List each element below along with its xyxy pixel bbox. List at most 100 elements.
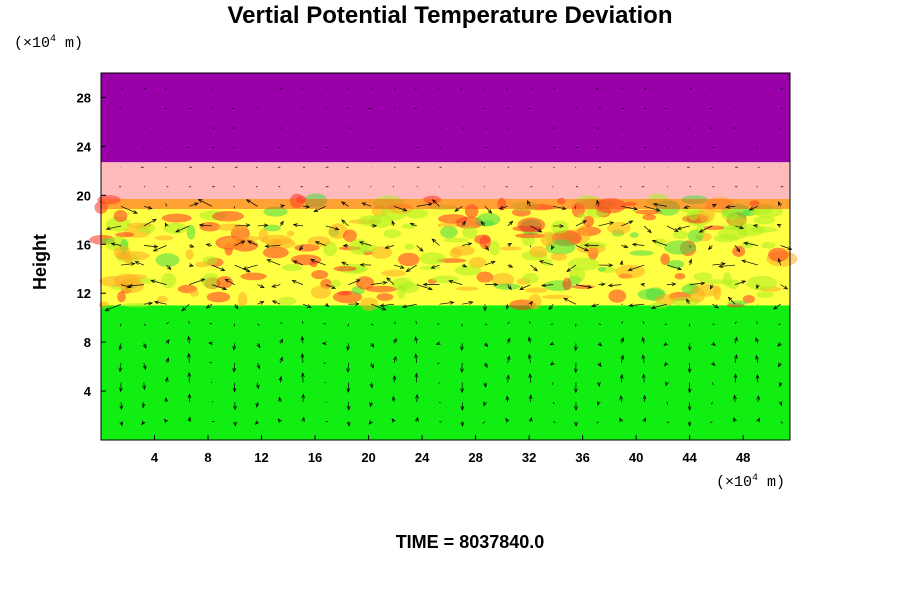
vector-arrowhead [734,336,738,342]
vector-arrow [143,382,145,390]
texture-blob [161,272,177,289]
vector-arrow [735,225,744,229]
vector-arrow [301,336,304,344]
vector-arrowhead [346,388,351,393]
vector-arrowhead [533,267,538,272]
vector-arrowhead [587,285,593,289]
vector-arrowhead [346,368,350,373]
vector-arrowhead [756,417,760,423]
vector-arrow [257,284,265,288]
y-tick-label: 28 [77,90,91,105]
vector-arrowhead [600,282,606,287]
vector-arrow [780,421,784,424]
vector-arrow [621,337,624,344]
vector-arrowhead [245,268,251,273]
vector-arrowhead [232,345,237,351]
vector-arrow [225,278,235,285]
x-tick-label: 24 [415,450,430,465]
vector-arrow [293,260,304,266]
vector-arrowhead [508,220,514,226]
vector-arrowhead [608,263,614,268]
vector-arrowhead [133,210,138,214]
vector-arrowhead [490,260,496,265]
texture-blob [736,223,765,237]
vector-arrowhead [164,222,169,228]
vector-arrowhead [584,247,589,252]
vector-arrow [666,225,679,232]
vector-arrowhead [197,199,203,203]
vector-arrowhead [736,247,741,253]
vector-arrow [541,284,554,286]
texture-blob [654,238,666,247]
vector-arrow [272,284,281,288]
vector-arrowhead [573,346,578,352]
texture-blob [199,222,221,232]
vector-arrowhead [242,266,248,270]
vector-arrow [243,264,258,270]
vector-arrow [348,279,360,285]
vector-arrow [734,245,741,252]
vector-arrowhead [415,416,419,422]
texture-blob [698,206,715,223]
vector-arrowhead [563,297,569,302]
vector-arrowhead [341,261,346,266]
texture-blob [155,253,180,268]
vector-arrowhead [240,240,246,245]
vector-arrowhead [755,354,759,360]
texture-blob [692,284,721,297]
vector-arrowhead [431,238,437,243]
texture-blob [220,236,250,250]
vector-arrow [165,203,167,207]
vector-arrowhead [619,417,624,423]
texture-blob [672,230,689,240]
vector-arrowhead [528,373,533,378]
vector-arrowhead [609,221,615,226]
texture-blob [713,234,739,243]
vector-arrowhead [505,395,510,401]
vector-arrowhead [741,259,747,264]
vector-arrow [629,303,645,307]
vector-arrowhead [205,243,211,247]
vector-arrow [279,221,284,227]
vector-arrow [666,401,669,405]
vector-arrow [362,202,372,207]
vector-arrow [439,301,454,305]
vector-arrowhead [714,304,719,309]
texture-blob [489,240,500,256]
texture-blob [117,291,126,303]
vector-arrowhead [582,220,587,225]
vector-arrowhead [314,241,320,245]
vector-arrow [341,201,349,207]
vector-arrowhead [309,259,315,263]
vector-arrowhead [468,301,474,305]
texture-blob [263,224,281,232]
vector-arrowhead [573,368,578,374]
vector-arrow [347,323,349,327]
vector-arrowhead [506,355,511,361]
vector-arrowhead [189,244,195,248]
vector-arrow [527,200,531,207]
texture-blob [161,213,192,223]
vector-arrow [211,264,225,271]
vector-arrowhead [755,284,760,290]
vector-arrow [643,225,652,233]
vector-arrowhead [733,373,738,379]
vector-arrow [119,362,122,372]
vector-arrowhead [200,278,206,283]
vector-arrowhead [641,336,646,342]
texture-blob [540,231,556,247]
vector-arrowhead [369,383,374,389]
vector-arrow [728,297,736,305]
vector-arrowhead [208,341,214,346]
vector-arrow [712,382,714,386]
vector-arrowhead [368,420,373,425]
vector-arrow [553,421,556,423]
vector-arrow [120,206,138,214]
vector-arrow [257,323,260,326]
texture-blob [476,271,494,283]
vector-arrow [711,401,713,405]
vector-arrow [756,321,759,324]
vector-arrow [548,303,554,310]
vector-arrowhead [483,382,487,388]
x-tick-label: 12 [254,450,268,465]
